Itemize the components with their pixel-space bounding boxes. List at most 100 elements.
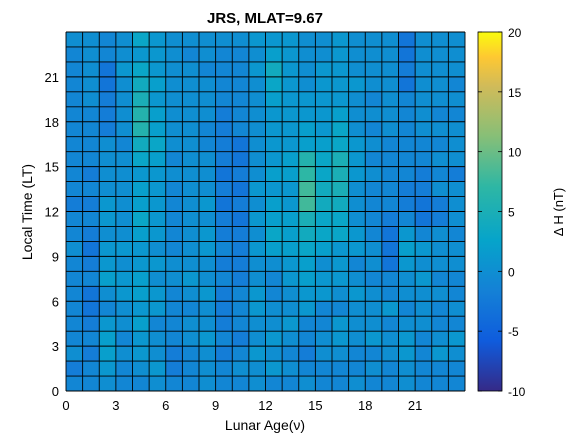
heatmap-cell (232, 61, 249, 77)
heatmap-cell (365, 196, 382, 212)
heatmap-cell (182, 61, 200, 77)
y-tick-label: 9 (52, 249, 59, 264)
heatmap-cell (66, 331, 83, 347)
heatmap-cell (82, 46, 100, 62)
heatmap-cell (298, 91, 316, 107)
heatmap-cell (248, 32, 266, 47)
heatmap-cell (332, 151, 349, 167)
heatmap-cell (265, 361, 283, 377)
heatmap-cell (398, 76, 416, 92)
heatmap-cell (215, 166, 233, 182)
heatmap-cell (66, 136, 83, 152)
heatmap-cell (199, 76, 216, 92)
heatmap-cell (82, 226, 100, 242)
heatmap-cell (381, 106, 399, 122)
heatmap-cell (66, 61, 83, 77)
heatmap-cell (398, 271, 416, 287)
heatmap-cell (282, 286, 299, 302)
heatmap-cell (315, 76, 333, 92)
heatmap-cell (348, 331, 366, 347)
heatmap-cell (265, 331, 283, 347)
heatmap-cell (165, 346, 183, 362)
heatmap-cell (332, 316, 349, 332)
heatmap-cell (415, 32, 432, 47)
heatmap-cell (248, 256, 266, 272)
heatmap-cell (132, 151, 150, 167)
heatmap-cell (315, 32, 333, 47)
heatmap-cell (149, 286, 166, 302)
heatmap-cell (431, 121, 449, 137)
heatmap-cell (265, 136, 283, 152)
heatmap-cell (99, 181, 116, 197)
heatmap-cell (348, 136, 366, 152)
heatmap-cell (398, 166, 416, 182)
heatmap-cell (332, 271, 349, 287)
heatmap-cell (298, 316, 316, 332)
heatmap-cell (365, 241, 382, 257)
heatmap-cell (431, 61, 449, 77)
heatmap-cell (415, 256, 432, 272)
heatmap-cell (315, 91, 333, 107)
heatmap-cell (199, 136, 216, 152)
heatmap-cell (215, 286, 233, 302)
heatmap-cell (115, 271, 133, 287)
heatmap-cell (315, 151, 333, 167)
heatmap-cell (431, 181, 449, 197)
heatmap-cell (298, 106, 316, 122)
heatmap-cell (332, 181, 349, 197)
heatmap-cell (182, 241, 200, 257)
heatmap-cell (248, 196, 266, 212)
heatmap-cell (265, 271, 283, 287)
heatmap-cell (282, 211, 299, 227)
heatmap-cell (448, 46, 466, 62)
heatmap-cell (315, 106, 333, 122)
heatmap-cell (448, 376, 466, 391)
heatmap-cell (298, 286, 316, 302)
heatmap-cell (448, 151, 466, 167)
heatmap-cell (149, 211, 166, 227)
heatmap-cell (66, 301, 83, 317)
heatmap-cells (66, 32, 466, 391)
heatmap-cell (448, 331, 466, 347)
heatmap-cell (66, 211, 83, 227)
heatmap-cell (298, 46, 316, 62)
heatmap-cell (448, 211, 466, 227)
heatmap-cell (149, 136, 166, 152)
heatmap-cell (99, 316, 116, 332)
heatmap-cell (232, 376, 249, 391)
heatmap-cell (248, 76, 266, 92)
heatmap-cell (248, 301, 266, 317)
heatmap-cell (82, 196, 100, 212)
heatmap-cell (348, 181, 366, 197)
heatmap-cell (199, 376, 216, 391)
heatmap-cell (282, 61, 299, 77)
heatmap-cell (99, 376, 116, 391)
heatmap-cell (115, 76, 133, 92)
heatmap-cell (182, 121, 200, 137)
heatmap-cell (431, 196, 449, 212)
heatmap-cell (82, 32, 100, 47)
heatmap-cell (365, 361, 382, 377)
heatmap-cell (315, 271, 333, 287)
heatmap-cell (248, 241, 266, 257)
heatmap-cell (99, 256, 116, 272)
heatmap-cell (165, 136, 183, 152)
x-tick-label: 15 (308, 398, 322, 413)
heatmap-cell (132, 226, 150, 242)
heatmap-cell (415, 91, 432, 107)
heatmap-cell (298, 361, 316, 377)
heatmap-cell (149, 241, 166, 257)
heatmap-cell (232, 271, 249, 287)
heatmap-cell (448, 241, 466, 257)
y-tick-label: 15 (45, 160, 59, 175)
heatmap-cell (165, 196, 183, 212)
heatmap-cell (298, 61, 316, 77)
heatmap-cell (182, 46, 200, 62)
heatmap-cell (448, 301, 466, 317)
heatmap-cell (199, 196, 216, 212)
heatmap-cell (365, 136, 382, 152)
heatmap-cell (265, 346, 283, 362)
heatmap-cell (232, 121, 249, 137)
heatmap-cell (348, 256, 366, 272)
heatmap-cell (115, 256, 133, 272)
